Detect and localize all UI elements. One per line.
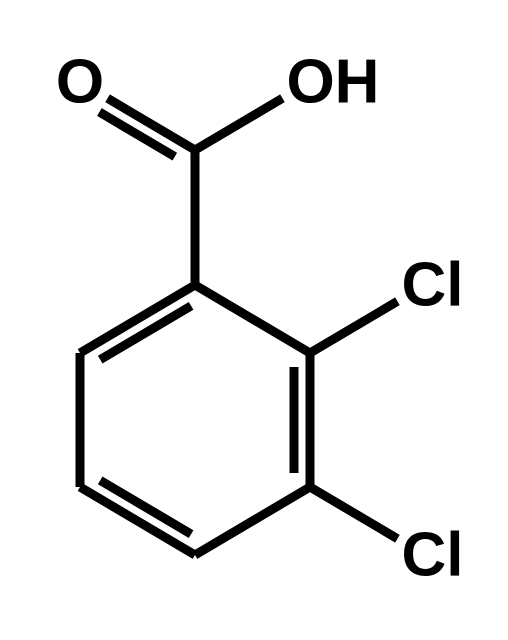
- bond: [195, 285, 310, 353]
- bond: [310, 487, 397, 539]
- bond: [310, 301, 397, 353]
- atom-label: O: [56, 48, 104, 117]
- molecule-diagram: O OH Cl Cl: [0, 0, 508, 640]
- atom-label: Cl: [401, 521, 463, 590]
- atom-label: Cl: [401, 251, 463, 320]
- bond: [195, 487, 310, 555]
- atom-label: OH: [286, 48, 379, 117]
- bond: [195, 98, 282, 150]
